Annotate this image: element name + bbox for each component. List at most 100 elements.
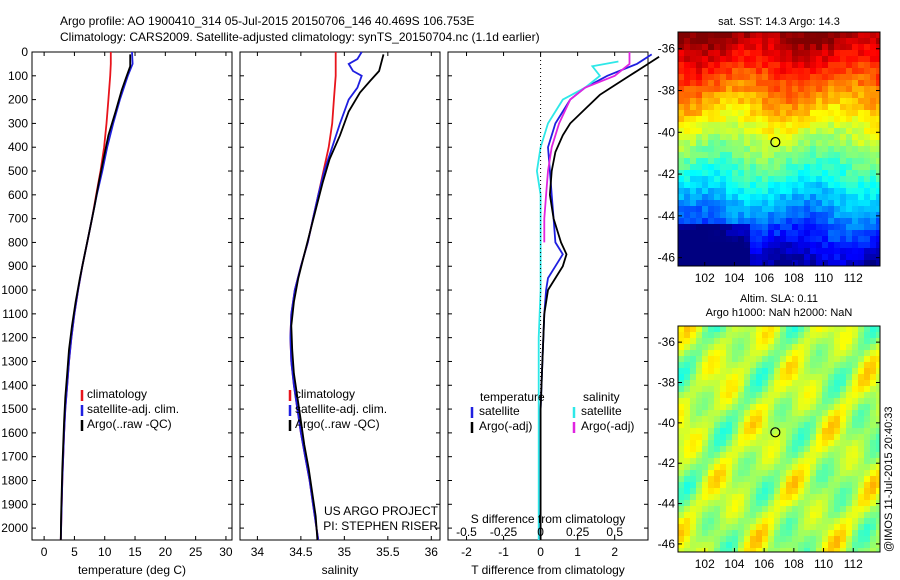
heatmap-cell bbox=[744, 380, 750, 386]
heatmap-cell bbox=[804, 260, 810, 266]
heatmap-cell bbox=[864, 332, 870, 338]
heatmap-cell bbox=[792, 422, 798, 428]
heatmap-cell bbox=[750, 416, 756, 422]
heatmap-cell bbox=[852, 440, 858, 446]
heatmap-cell bbox=[798, 80, 804, 86]
heatmap-cell bbox=[702, 458, 708, 464]
heatmap-cell bbox=[678, 434, 684, 440]
heatmap-cell bbox=[870, 248, 876, 254]
heatmap-cell bbox=[828, 326, 834, 332]
heatmap-cell bbox=[792, 92, 798, 98]
heatmap-cell bbox=[702, 134, 708, 140]
heatmap-cell bbox=[774, 134, 780, 140]
heatmap-cell bbox=[708, 494, 714, 500]
heatmap-cell bbox=[732, 194, 738, 200]
heatmap-cell bbox=[714, 482, 720, 488]
heatmap-cell bbox=[678, 476, 684, 482]
heatmap-cell bbox=[834, 122, 840, 128]
heatmap-cell bbox=[750, 512, 756, 518]
heatmap-cell bbox=[786, 248, 792, 254]
heatmap-cell bbox=[738, 98, 744, 104]
heatmap-cell bbox=[726, 122, 732, 128]
heatmap-cell bbox=[792, 158, 798, 164]
heatmap-cell bbox=[678, 548, 684, 552]
heatmap-cell bbox=[792, 146, 798, 152]
heatmap-cell bbox=[858, 44, 864, 50]
heatmap-cell bbox=[702, 416, 708, 422]
heatmap-cell bbox=[858, 164, 864, 170]
heatmap-cell bbox=[780, 248, 786, 254]
heatmap-cell bbox=[864, 56, 870, 62]
heatmap-cell bbox=[840, 416, 846, 422]
heatmap-cell bbox=[876, 488, 880, 494]
heatmap-cell bbox=[768, 410, 774, 416]
heatmap-cell bbox=[678, 494, 684, 500]
heatmap-cell bbox=[840, 194, 846, 200]
heatmap-cell bbox=[816, 374, 822, 380]
heatmap-cell bbox=[696, 224, 702, 230]
heatmap-cell bbox=[684, 230, 690, 236]
heatmap-cell bbox=[720, 200, 726, 206]
heatmap-cell bbox=[726, 74, 732, 80]
heatmap-cell bbox=[774, 482, 780, 488]
heatmap-cell bbox=[834, 224, 840, 230]
heatmap-cell bbox=[726, 482, 732, 488]
heatmap-cell bbox=[870, 260, 876, 266]
heatmap-cell bbox=[708, 446, 714, 452]
heatmap-cell bbox=[792, 260, 798, 266]
heatmap-cell bbox=[846, 422, 852, 428]
heatmap-cell bbox=[846, 434, 852, 440]
heatmap-cell bbox=[750, 452, 756, 458]
heatmap-cell bbox=[738, 104, 744, 110]
heatmap-cell bbox=[822, 374, 828, 380]
heatmap-cell bbox=[762, 440, 768, 446]
heatmap-cell bbox=[780, 158, 786, 164]
heatmap-cell bbox=[738, 188, 744, 194]
heatmap-cell bbox=[876, 158, 880, 164]
heatmap-cell bbox=[744, 344, 750, 350]
heatmap-cell bbox=[810, 176, 816, 182]
heatmap-cell bbox=[822, 488, 828, 494]
y-tick-label: -38 bbox=[658, 84, 676, 98]
heatmap-cell bbox=[726, 236, 732, 242]
heatmap-cell bbox=[876, 32, 880, 38]
heatmap-cell bbox=[750, 362, 756, 368]
heatmap-cell bbox=[738, 398, 744, 404]
heatmap-cell bbox=[708, 248, 714, 254]
heatmap-cell bbox=[780, 434, 786, 440]
heatmap-cell bbox=[726, 422, 732, 428]
heatmap-cell bbox=[696, 200, 702, 206]
heatmap-cell bbox=[822, 158, 828, 164]
heatmap-cell bbox=[786, 236, 792, 242]
heatmap-cell bbox=[744, 410, 750, 416]
heatmap-cell bbox=[822, 152, 828, 158]
heatmap-cell bbox=[822, 146, 828, 152]
heatmap-cell bbox=[792, 548, 798, 552]
heatmap-cell bbox=[876, 122, 880, 128]
heatmap-cell bbox=[804, 86, 810, 92]
heatmap-cell bbox=[702, 104, 708, 110]
heatmap-cell bbox=[696, 104, 702, 110]
heatmap-cell bbox=[762, 332, 768, 338]
heatmap-cell bbox=[840, 110, 846, 116]
heatmap-cell bbox=[720, 146, 726, 152]
heatmap-cell bbox=[834, 74, 840, 80]
heatmap-cell bbox=[726, 530, 732, 536]
heatmap-cell bbox=[822, 248, 828, 254]
x-tick-label: 102 bbox=[695, 557, 715, 571]
heatmap-cell bbox=[810, 146, 816, 152]
heatmap-cell bbox=[870, 356, 876, 362]
heatmap-cell bbox=[792, 44, 798, 50]
heatmap-cell bbox=[768, 218, 774, 224]
heatmap-cell bbox=[762, 380, 768, 386]
heatmap-cell bbox=[774, 374, 780, 380]
heatmap-cell bbox=[714, 536, 720, 542]
heatmap-cell bbox=[792, 344, 798, 350]
heatmap-cell bbox=[738, 362, 744, 368]
legend-label: satellite-adj. clim. bbox=[87, 402, 179, 416]
heatmap-cell bbox=[846, 98, 852, 104]
heatmap-cell bbox=[744, 368, 750, 374]
heatmap-cell bbox=[732, 398, 738, 404]
heatmap-cell bbox=[834, 362, 840, 368]
heatmap-cell bbox=[816, 428, 822, 434]
